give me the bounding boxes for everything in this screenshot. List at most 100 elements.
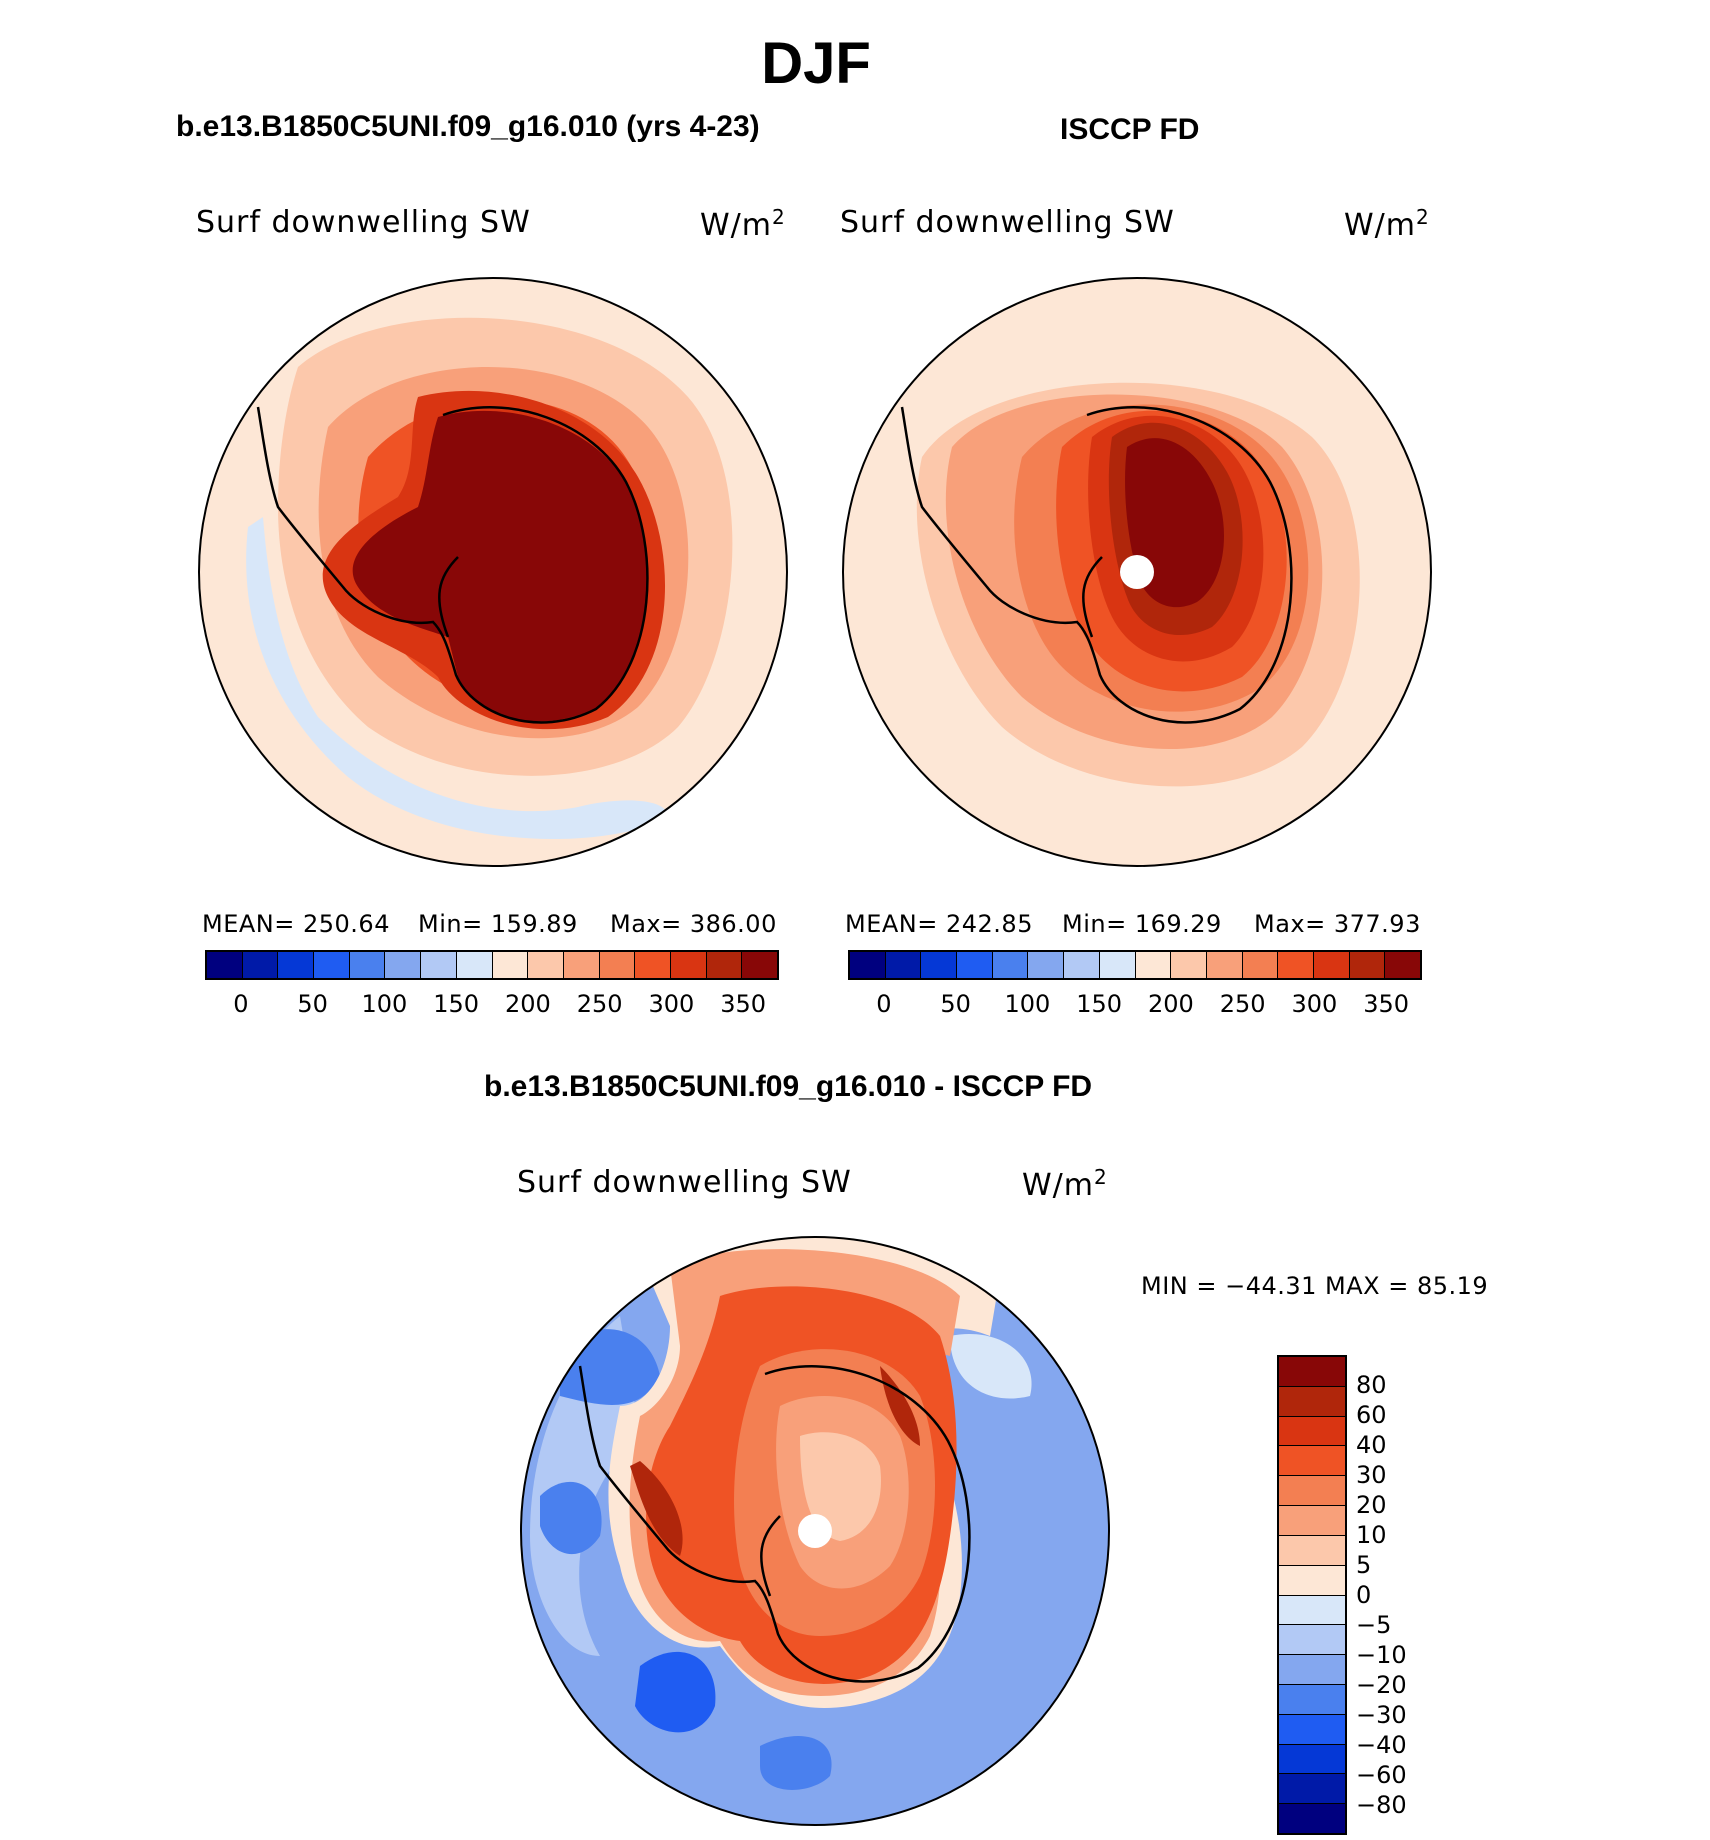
obs-colorbar-ticks: 0 50 100 150 200 250 300 350	[848, 990, 1422, 1020]
colorbar-swatch	[1279, 1357, 1345, 1387]
obs-max-stat: Max= 377.93	[1254, 910, 1421, 938]
colorbar-tick-label: −5	[1356, 1611, 1392, 1639]
colorbar-swatch	[850, 952, 886, 978]
colorbar-swatch	[1279, 1476, 1345, 1507]
colorbar-swatch	[207, 952, 243, 978]
colorbar-swatch	[1279, 1714, 1345, 1745]
colorbar-swatch	[528, 952, 564, 978]
colorbar-swatch	[349, 952, 386, 978]
diff-colorbar	[1277, 1355, 1347, 1835]
colorbar-swatch	[1279, 1386, 1345, 1417]
colorbar-swatch	[563, 952, 600, 978]
colorbar-swatch	[1135, 952, 1172, 978]
colorbar-swatch	[1279, 1774, 1345, 1805]
colorbar-swatch	[314, 952, 350, 978]
colorbar-swatch	[1349, 952, 1386, 978]
colorbar-swatch	[385, 952, 422, 978]
colorbar-tick-label: 80	[1356, 1371, 1387, 1399]
obs-mean-stat: MEAN= 242.85	[845, 910, 1033, 938]
colorbar-swatch	[456, 952, 493, 978]
colorbar-swatch	[1279, 1565, 1345, 1596]
colorbar-swatch	[992, 952, 1029, 978]
colorbar-tick-label: −40	[1356, 1731, 1407, 1759]
colorbar-swatch	[278, 952, 315, 978]
colorbar-tick-label: 100	[1004, 990, 1051, 1018]
colorbar-swatch	[1206, 952, 1243, 978]
obs-panel-title: ISCCP FD	[1060, 113, 1200, 146]
model-polar-map	[198, 277, 788, 867]
colorbar-tick-label: 300	[648, 990, 695, 1018]
colorbar-swatch	[421, 952, 457, 978]
obs-colorbar	[848, 950, 1422, 980]
colorbar-swatch	[635, 952, 671, 978]
diff-minmax-stat: MIN = −44.31 MAX = 85.19	[1141, 1272, 1489, 1300]
colorbar-swatch	[1279, 1804, 1345, 1833]
colorbar-tick-label: 50	[940, 990, 971, 1018]
colorbar-swatch	[1279, 1744, 1345, 1775]
colorbar-tick-label: 50	[297, 990, 328, 1018]
colorbar-swatch	[1064, 952, 1100, 978]
diff-units-label: W/m2	[1022, 1165, 1108, 1203]
colorbar-swatch	[885, 952, 922, 978]
diff-panel-title: b.e13.B1850C5UNI.f09_g16.010 - ISCCP FD	[484, 1070, 1093, 1103]
colorbar-swatch	[492, 952, 529, 978]
colorbar-tick-label: 350	[1363, 990, 1410, 1018]
obs-variable-label: Surf downwelling SW	[840, 205, 1175, 240]
colorbar-swatch	[1279, 1506, 1345, 1536]
colorbar-swatch	[1278, 952, 1314, 978]
colorbar-swatch	[1279, 1655, 1345, 1685]
obs-units-label: W/m2	[1344, 205, 1430, 243]
colorbar-swatch	[957, 952, 993, 978]
model-panel-title: b.e13.B1850C5UNI.f09_g16.010 (yrs 4-23)	[176, 110, 760, 143]
colorbar-tick-label: 300	[1291, 990, 1338, 1018]
colorbar-swatch	[1313, 952, 1350, 978]
colorbar-tick-label: 200	[504, 990, 551, 1018]
obs-polar-map	[842, 277, 1432, 867]
diff-variable-label: Surf downwelling SW	[517, 1165, 852, 1200]
season-title: DJF	[761, 31, 871, 96]
colorbar-tick-label: 150	[1076, 990, 1123, 1018]
colorbar-swatch	[1279, 1595, 1345, 1626]
model-min-stat: Min= 159.89	[418, 910, 578, 938]
colorbar-swatch	[1279, 1446, 1345, 1477]
colorbar-swatch	[1279, 1625, 1345, 1656]
colorbar-tick-label: −80	[1356, 1791, 1407, 1819]
colorbar-swatch	[1279, 1416, 1345, 1447]
colorbar-swatch	[670, 952, 707, 978]
colorbar-swatch	[742, 952, 777, 978]
colorbar-tick-label: 150	[433, 990, 480, 1018]
colorbar-swatch	[921, 952, 958, 978]
model-colorbar-ticks: 0 50 100 150 200 250 300 350	[205, 990, 779, 1020]
obs-min-stat: Min= 169.29	[1062, 910, 1222, 938]
model-max-stat: Max= 386.00	[610, 910, 777, 938]
colorbar-swatch	[706, 952, 743, 978]
colorbar-swatch	[1028, 952, 1065, 978]
colorbar-tick-label: 20	[1356, 1491, 1387, 1519]
colorbar-tick-label: −10	[1356, 1641, 1407, 1669]
diff-polar-map	[520, 1236, 1110, 1826]
colorbar-tick-label: 200	[1147, 990, 1194, 1018]
colorbar-tick-label: 0	[876, 990, 892, 1018]
colorbar-tick-label: 350	[720, 990, 767, 1018]
model-mean-stat: MEAN= 250.64	[202, 910, 390, 938]
colorbar-swatch	[242, 952, 279, 978]
colorbar-tick-label: 250	[576, 990, 623, 1018]
model-units-label: W/m2	[700, 205, 786, 243]
colorbar-tick-label: 250	[1219, 990, 1266, 1018]
colorbar-swatch	[1385, 952, 1420, 978]
colorbar-swatch	[1279, 1684, 1345, 1715]
colorbar-swatch	[599, 952, 636, 978]
colorbar-tick-label: 0	[1356, 1581, 1372, 1609]
colorbar-tick-label: −20	[1356, 1671, 1407, 1699]
colorbar-tick-label: 5	[1356, 1551, 1372, 1579]
colorbar-tick-label: 30	[1356, 1461, 1387, 1489]
colorbar-tick-label: 40	[1356, 1431, 1387, 1459]
model-colorbar	[205, 950, 779, 980]
colorbar-tick-label: 0	[233, 990, 249, 1018]
colorbar-tick-label: 10	[1356, 1521, 1387, 1549]
colorbar-tick-label: −30	[1356, 1701, 1407, 1729]
model-variable-label: Surf downwelling SW	[196, 205, 531, 240]
colorbar-swatch	[1099, 952, 1136, 978]
diff-colorbar-ticks: 80 60 40 30 20 10 5 0 −5 −10 −20 −30 −40 −60 −80	[1356, 1355, 1436, 1835]
colorbar-swatch	[1242, 952, 1279, 978]
